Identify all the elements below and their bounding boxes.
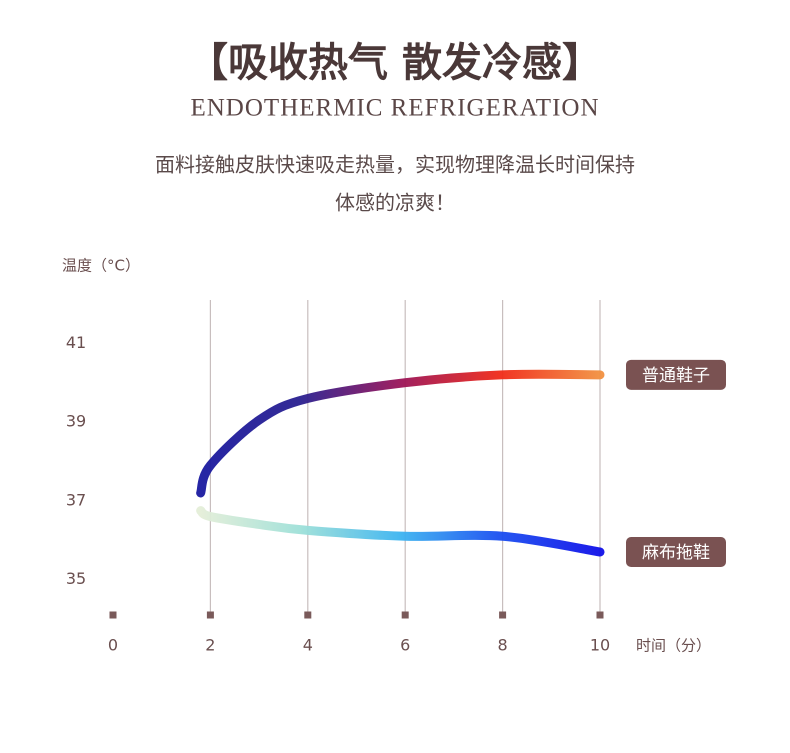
tick-mark xyxy=(401,611,409,619)
y-tick-label: 35 xyxy=(66,569,86,588)
description: 面料接触皮肤快速吸走热量，实现物理降温长时间保持 xyxy=(155,153,635,177)
x-tick-label: 4 xyxy=(303,636,313,655)
x-tick-label: 8 xyxy=(498,636,508,655)
series-line xyxy=(196,369,605,498)
subtitle: ENDOTHERMIC REFRIGERATION xyxy=(190,95,599,122)
legend-label: 普通鞋子 xyxy=(642,366,710,386)
legend-box xyxy=(626,359,726,390)
y-tick-label: 39 xyxy=(66,412,86,431)
y-axis-label: 温度（°C） xyxy=(62,257,140,275)
y-tick-label: 41 xyxy=(66,333,86,352)
description: 体感的凉爽！ xyxy=(335,191,455,215)
tick-mark xyxy=(206,611,214,619)
tick-mark xyxy=(596,611,604,619)
x-tick-label: 0 xyxy=(108,636,118,655)
x-tick-label: 6 xyxy=(400,636,410,655)
title: 【吸收热气 散发冷感】 xyxy=(188,39,602,86)
legend-box xyxy=(626,537,726,567)
tick-mark xyxy=(109,611,117,619)
series-line xyxy=(196,506,605,557)
tick-mark xyxy=(304,611,312,619)
tick-mark xyxy=(499,611,507,619)
x-axis-label: 时间（分） xyxy=(636,637,711,655)
legend-label: 麻布拖鞋 xyxy=(642,543,710,563)
x-tick-label: 10 xyxy=(590,636,610,655)
y-tick-label: 37 xyxy=(66,490,86,509)
x-tick-label: 2 xyxy=(205,636,215,655)
